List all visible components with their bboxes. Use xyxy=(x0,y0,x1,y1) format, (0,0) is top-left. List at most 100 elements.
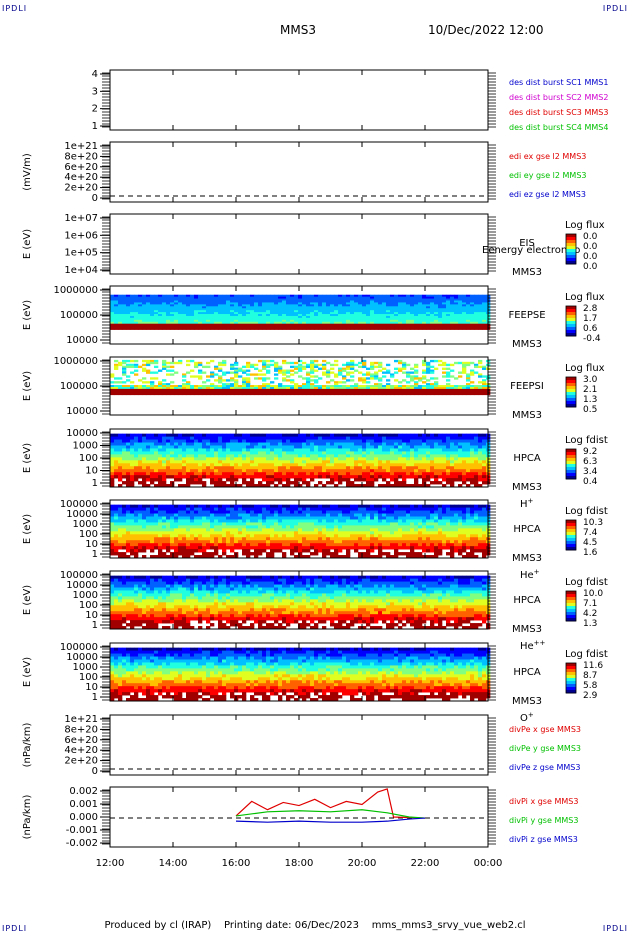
spectrogram-cell xyxy=(410,469,415,473)
spectrogram-cell xyxy=(478,475,483,479)
spectrogram-cell xyxy=(238,460,243,464)
spectrogram-cell xyxy=(374,325,379,328)
spectrogram-cell xyxy=(394,310,399,313)
spectrogram-cell xyxy=(370,392,375,396)
spectrogram-cell xyxy=(170,460,175,464)
spacecraft-label: MMS3 xyxy=(512,482,542,493)
spectrogram-cell xyxy=(338,433,343,438)
spectrogram-cell xyxy=(202,319,207,323)
spectrogram-cell xyxy=(370,448,375,452)
spectrogram-cell xyxy=(450,481,455,485)
spectrogram-cell xyxy=(470,298,475,301)
spectrogram-cell xyxy=(146,296,151,299)
spectrogram-cell xyxy=(210,460,215,464)
spectrogram-cell xyxy=(110,481,115,485)
spectrogram-cell xyxy=(110,385,115,388)
spectrogram-cell xyxy=(186,390,191,394)
spectrogram-cell xyxy=(118,306,123,309)
spectrogram-cell xyxy=(206,457,211,461)
spectrogram-cell xyxy=(174,448,179,452)
spectrogram-cell xyxy=(482,436,487,440)
spectrogram-cell xyxy=(138,510,143,514)
spectrogram-cell xyxy=(466,475,471,479)
spectrogram-cell xyxy=(298,433,303,438)
spectrogram-cell xyxy=(474,363,479,367)
spectrogram-cell xyxy=(274,294,279,298)
spectrogram-cell xyxy=(170,388,175,392)
spectrogram-cell xyxy=(214,439,219,443)
spectrogram-cell xyxy=(278,317,283,321)
spectrogram-cell xyxy=(270,359,275,363)
spectrogram-cell xyxy=(238,484,243,488)
spectrogram-cell xyxy=(302,457,307,461)
spectrogram-cell xyxy=(178,475,183,479)
spectrogram-cell xyxy=(378,306,383,309)
spectrogram-cell xyxy=(470,442,475,446)
spectrogram-cell xyxy=(274,478,279,482)
spectrogram-cell xyxy=(402,325,407,328)
spectrogram-cell xyxy=(178,478,183,482)
spectrogram-cell xyxy=(342,390,347,394)
spectrogram-cell xyxy=(182,442,187,446)
spectrogram-cell xyxy=(438,363,443,367)
spectrogram-cell xyxy=(294,442,299,446)
spectrogram-cell xyxy=(230,481,235,485)
spectrogram-cell xyxy=(426,379,431,382)
spectrogram-cell xyxy=(438,469,443,473)
spectrogram-cell xyxy=(270,466,275,470)
spectrogram-cell xyxy=(122,325,127,328)
spectrogram-cell xyxy=(466,436,471,440)
spectrogram-cell xyxy=(462,317,467,321)
spectrogram-cell xyxy=(142,463,147,467)
spectrogram-cell xyxy=(110,466,115,470)
spectrogram-cell xyxy=(214,327,219,330)
spectrogram-cell xyxy=(258,436,263,440)
spectrogram-cell xyxy=(214,325,219,328)
spectrogram-cell xyxy=(398,388,403,392)
spectrogram-cell xyxy=(246,296,251,299)
x-tick-label: 12:00 xyxy=(96,858,125,869)
spectrogram-cell xyxy=(182,294,187,298)
spectrogram-cell xyxy=(358,321,363,325)
spectrogram-cell xyxy=(390,375,395,378)
spectrogram-cell xyxy=(158,507,163,511)
spectrogram-cell xyxy=(458,317,463,321)
spectrogram-cell xyxy=(202,454,207,458)
spectrogram-cell xyxy=(258,442,263,446)
spectrogram-cell xyxy=(110,442,115,446)
spectrogram-cell xyxy=(422,327,427,330)
spectrogram-cell xyxy=(234,451,239,455)
spectrogram-cell xyxy=(218,317,223,321)
spectrogram-cell xyxy=(278,315,283,319)
spectrogram-cell xyxy=(166,460,171,464)
spectrogram-cell xyxy=(426,478,431,482)
spectrogram-cell xyxy=(422,448,427,452)
spectrogram-cell xyxy=(162,388,167,392)
spectrogram-cell xyxy=(278,327,283,330)
spectrogram-cell xyxy=(362,385,367,388)
spectrogram-cell xyxy=(250,325,255,328)
spectrogram-cell xyxy=(230,327,235,330)
spectrogram-cell xyxy=(418,321,423,325)
spectrogram-cell xyxy=(118,475,123,479)
spectrogram-cell xyxy=(294,457,299,461)
spectrogram-cell xyxy=(262,377,267,380)
spectrogram-cell xyxy=(482,439,487,443)
spectrogram-cell xyxy=(202,436,207,440)
spectrogram-cell xyxy=(118,466,123,470)
spectrogram-cell xyxy=(362,314,367,317)
spectrogram-cell xyxy=(134,454,139,458)
spectrogram-cell xyxy=(314,369,319,372)
spectrogram-cell xyxy=(274,388,279,392)
spectrogram-cell xyxy=(202,472,207,476)
spectrogram-cell xyxy=(234,460,239,464)
spectrogram-cell xyxy=(482,304,487,307)
spectrogram-cell xyxy=(254,327,259,330)
spectrogram-cell xyxy=(338,369,343,372)
spectrogram-cell xyxy=(358,478,363,482)
spectrogram-cell xyxy=(330,367,335,370)
spectrogram-cell xyxy=(378,300,383,303)
spectrogram-cell xyxy=(206,439,211,443)
spectrogram-cell xyxy=(334,373,339,376)
spectrogram-cell xyxy=(242,325,247,328)
